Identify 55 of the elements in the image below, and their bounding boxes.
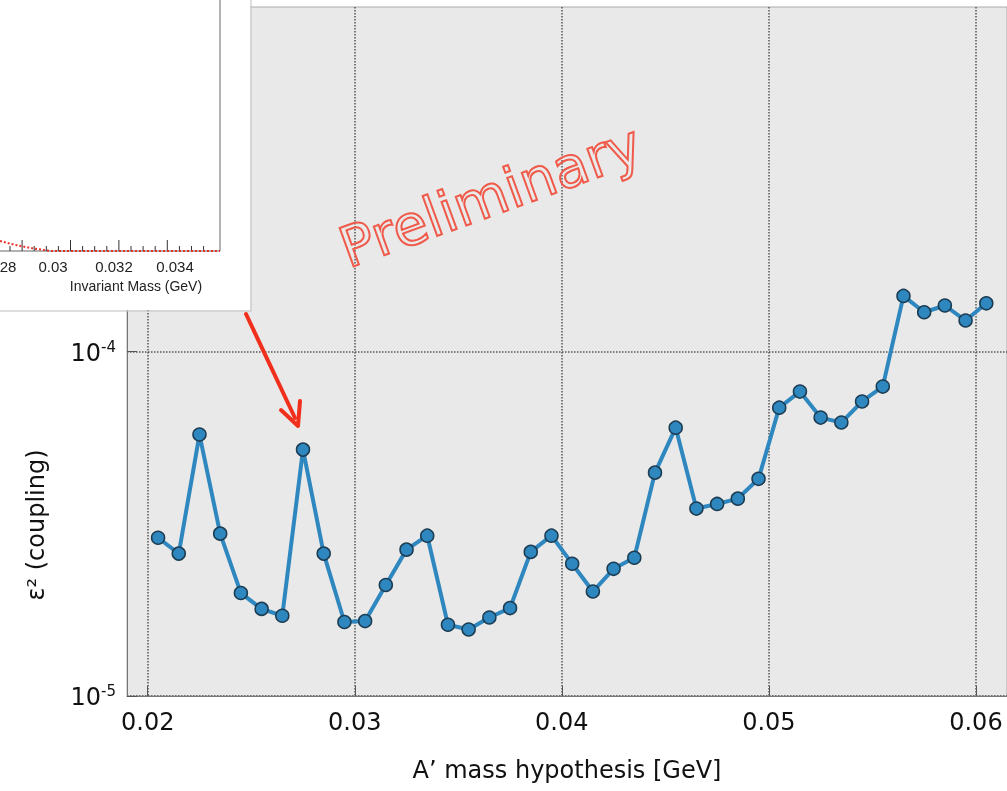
text: 0.03 [38,258,68,275]
annotation: 0.032 [95,258,133,275]
point [730,491,746,506]
x-axis-title: A’ mass hypothesis [GeV] [412,756,722,784]
text: 28 [0,258,17,275]
point [937,298,953,313]
point [544,528,559,543]
point [440,617,456,632]
point [585,584,601,599]
point [337,614,352,630]
point [212,526,228,541]
point [254,601,269,617]
point [958,313,973,328]
point [233,585,249,601]
point [709,496,725,512]
y-axis-title: ε² (coupling) [22,449,50,601]
x-tick-label: 0.03 [328,708,382,736]
y-tick-label: 10$^{-5}$ [70,682,116,711]
point [420,528,435,543]
point [606,561,621,577]
point [751,471,766,487]
point [854,394,870,409]
point [916,305,932,320]
point [668,420,683,435]
point [834,415,849,430]
point [316,546,331,561]
x-tick-label: 0.04 [535,708,589,736]
point [564,556,580,572]
point [357,613,373,629]
point [523,544,539,560]
point [399,542,414,557]
x-tick-label: 0.02 [120,708,175,736]
x-tick-label: 0.06 [949,708,1003,736]
y-tick-label: 10$^{-4}$ [70,337,116,367]
point [813,410,828,425]
annotation: 0.034 [156,258,194,275]
point [792,384,808,399]
point [482,610,497,625]
point [275,608,290,623]
point [896,288,911,304]
point [627,550,642,565]
point [295,442,311,457]
point [502,600,518,616]
point [647,465,663,480]
annotation: Invariant Mass (GeV) [69,278,203,294]
point [461,622,476,637]
point [689,501,704,516]
point [150,530,166,545]
point [171,546,187,561]
point [875,379,891,394]
point [378,577,394,593]
point [192,427,207,442]
x-tick-label: 0.05 [742,708,796,736]
point [772,400,787,415]
point [979,296,994,311]
